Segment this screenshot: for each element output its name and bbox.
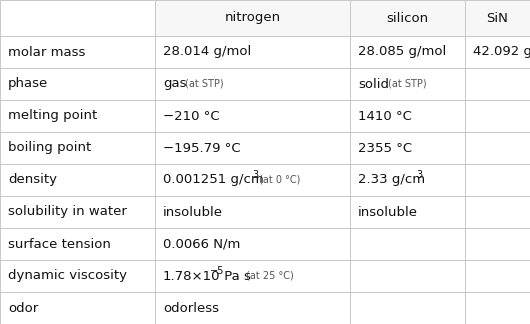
- Bar: [155, 292, 350, 324]
- Text: density: density: [8, 173, 57, 187]
- Text: melting point: melting point: [8, 110, 97, 122]
- Bar: [350, 228, 465, 260]
- Bar: [0, 292, 155, 324]
- Bar: [0, 100, 155, 132]
- Bar: [350, 132, 465, 164]
- Bar: [155, 36, 350, 68]
- Text: silicon: silicon: [386, 11, 429, 25]
- Text: 0.001251 g/cm: 0.001251 g/cm: [163, 173, 264, 187]
- Bar: [0, 132, 155, 164]
- Bar: [350, 0, 465, 36]
- Bar: [155, 0, 350, 36]
- Text: 1.78×10: 1.78×10: [163, 270, 220, 283]
- Text: insoluble: insoluble: [163, 205, 223, 218]
- Text: −195.79 °C: −195.79 °C: [163, 142, 241, 155]
- Text: 3: 3: [252, 170, 258, 180]
- Bar: [465, 100, 530, 132]
- Text: nitrogen: nitrogen: [224, 11, 280, 25]
- Text: 2.33 g/cm: 2.33 g/cm: [358, 173, 425, 187]
- Text: −5: −5: [210, 266, 224, 276]
- Bar: [465, 132, 530, 164]
- Text: surface tension: surface tension: [8, 237, 111, 250]
- Text: (at 0 °C): (at 0 °C): [259, 175, 301, 185]
- Text: gas: gas: [163, 77, 187, 90]
- Text: 42.092 g/mol: 42.092 g/mol: [473, 45, 530, 59]
- Text: solubility in water: solubility in water: [8, 205, 127, 218]
- Text: SiN: SiN: [487, 11, 508, 25]
- Text: (at STP): (at STP): [388, 79, 427, 89]
- Bar: [350, 196, 465, 228]
- Bar: [0, 68, 155, 100]
- Bar: [465, 36, 530, 68]
- Bar: [0, 196, 155, 228]
- Bar: [465, 164, 530, 196]
- Bar: [155, 196, 350, 228]
- Bar: [0, 36, 155, 68]
- Text: Pa s: Pa s: [220, 270, 251, 283]
- Bar: [155, 100, 350, 132]
- Bar: [0, 164, 155, 196]
- Text: 28.014 g/mol: 28.014 g/mol: [163, 45, 251, 59]
- Text: solid: solid: [358, 77, 389, 90]
- Bar: [465, 228, 530, 260]
- Text: (at STP): (at STP): [185, 79, 224, 89]
- Text: odor: odor: [8, 302, 38, 315]
- Text: phase: phase: [8, 77, 48, 90]
- Bar: [350, 260, 465, 292]
- Text: 0.0066 N/m: 0.0066 N/m: [163, 237, 241, 250]
- Bar: [350, 164, 465, 196]
- Bar: [465, 196, 530, 228]
- Text: 2355 °C: 2355 °C: [358, 142, 412, 155]
- Bar: [0, 0, 155, 36]
- Bar: [465, 68, 530, 100]
- Bar: [465, 292, 530, 324]
- Bar: [465, 0, 530, 36]
- Bar: [0, 260, 155, 292]
- Text: molar mass: molar mass: [8, 45, 85, 59]
- Bar: [350, 68, 465, 100]
- Bar: [350, 100, 465, 132]
- Bar: [350, 36, 465, 68]
- Bar: [155, 228, 350, 260]
- Bar: [155, 132, 350, 164]
- Bar: [155, 164, 350, 196]
- Bar: [155, 260, 350, 292]
- Bar: [350, 292, 465, 324]
- Text: insoluble: insoluble: [358, 205, 418, 218]
- Text: 3: 3: [416, 170, 422, 180]
- Text: dynamic viscosity: dynamic viscosity: [8, 270, 127, 283]
- Bar: [155, 68, 350, 100]
- Bar: [0, 228, 155, 260]
- Bar: [465, 260, 530, 292]
- Text: −210 °C: −210 °C: [163, 110, 219, 122]
- Text: (at 25 °C): (at 25 °C): [246, 271, 294, 281]
- Text: boiling point: boiling point: [8, 142, 91, 155]
- Text: 1410 °C: 1410 °C: [358, 110, 412, 122]
- Text: odorless: odorless: [163, 302, 219, 315]
- Text: 28.085 g/mol: 28.085 g/mol: [358, 45, 446, 59]
